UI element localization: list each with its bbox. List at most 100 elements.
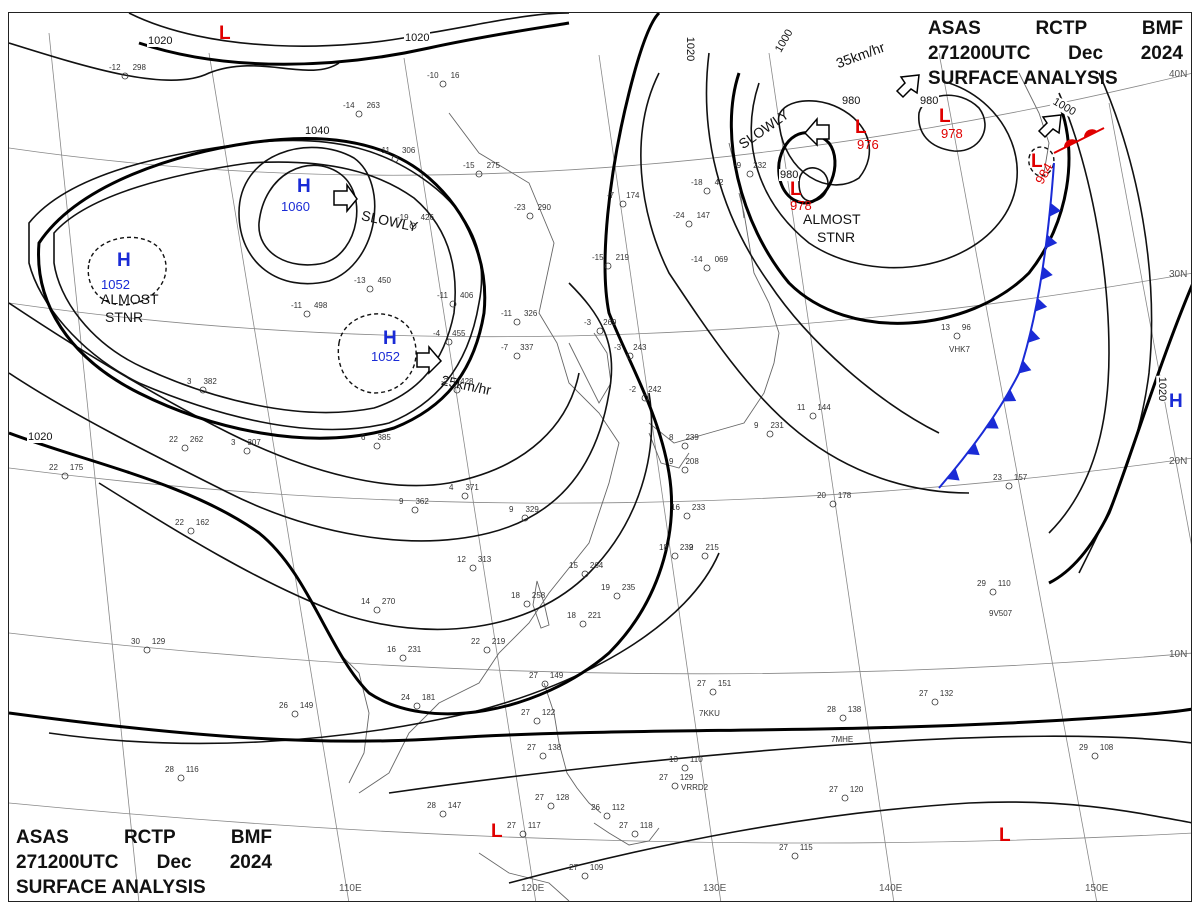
station-plot: -7 337 — [501, 343, 533, 352]
isobar-label: 1020 — [147, 35, 174, 47]
title-agency: ASAS — [928, 18, 981, 39]
station-plot: -14 263 — [343, 101, 380, 110]
station-temperature: 22 — [169, 435, 178, 444]
parallel-10n — [9, 632, 1191, 675]
station-circle — [841, 794, 849, 802]
station-circle — [366, 285, 374, 293]
station-pressure: 151 — [717, 679, 732, 688]
lon-label: 140E — [879, 883, 903, 894]
station-circle — [604, 262, 612, 270]
isobar — [777, 100, 871, 186]
station-temperature: 27 — [569, 863, 578, 872]
station-plot: 26 149 — [279, 701, 313, 710]
station-circle — [181, 444, 189, 452]
station-plot: 3 307 — [231, 438, 261, 447]
station-markers — [61, 72, 1099, 880]
station-pressure: 406 — [459, 291, 474, 300]
station-circle — [931, 698, 939, 706]
high-center-label: H — [1169, 391, 1183, 412]
isobar — [640, 72, 970, 494]
station-temperature: -10 — [427, 71, 439, 80]
station-plot: 29 110 — [977, 579, 1011, 588]
station-temperature: 22 — [175, 518, 184, 527]
station-pressure: 263 — [366, 101, 380, 110]
station-circle — [513, 318, 521, 326]
station-pressure: 42 — [714, 178, 724, 187]
station-pressure: 306 — [401, 146, 416, 155]
station-plot: -3 243 — [614, 343, 646, 352]
station-circle — [681, 442, 689, 450]
meridian-120e — [403, 57, 537, 901]
station-circle — [526, 212, 534, 220]
station-pressure: 329 — [525, 505, 539, 514]
station-plot: 9 208 — [669, 457, 699, 466]
station-plot: 22 219 — [471, 637, 505, 646]
station-pressure: 298 — [132, 63, 146, 72]
station-circle — [523, 600, 531, 608]
station-pressure: 428 — [460, 377, 474, 386]
station-temperature: 27 — [535, 793, 544, 802]
coast-korea — [568, 332, 612, 404]
high-center-pressure: 1052 — [371, 349, 400, 364]
station-plot: 27 129 — [659, 773, 693, 782]
station-temperature: 4 — [449, 483, 454, 492]
station-pressure: 110 — [997, 579, 1011, 588]
station-pressure: 307 — [247, 438, 261, 447]
station-temperature: 27 — [919, 689, 928, 698]
station-temperature: 18 — [511, 591, 520, 600]
station-circle — [439, 810, 447, 818]
station-circle — [703, 264, 711, 272]
station-pressure: 455 — [452, 329, 466, 338]
meridian-160e — [1108, 102, 1191, 545]
meridian-130e — [598, 54, 722, 901]
station-circle — [581, 570, 589, 578]
station-circle — [953, 332, 961, 340]
station-plot: -14 069 — [691, 255, 728, 264]
coast-taiwan — [532, 580, 550, 629]
isobar — [508, 801, 1191, 884]
station-circle — [626, 352, 634, 360]
station-plot: 9 215 — [689, 543, 719, 552]
coast-japan — [648, 192, 780, 444]
station-circle — [671, 552, 679, 560]
cold-front-pip — [985, 416, 999, 429]
station-temperature: 27 — [527, 743, 536, 752]
coast-luzon — [543, 682, 602, 814]
station-pressure: 149 — [299, 701, 314, 710]
station-plot: -13 450 — [354, 276, 391, 285]
station-temperature: -2 — [629, 385, 637, 394]
isobar-1020-west — [9, 13, 673, 716]
isobar-label: 1020 — [684, 35, 697, 63]
low-center-label: L — [219, 23, 231, 44]
station-circle — [399, 654, 407, 662]
title-code: BMF — [230, 827, 272, 848]
station-pressure: 069 — [714, 255, 728, 264]
station-plot: 22 175 — [49, 463, 83, 472]
station-temperature: 27 — [779, 843, 788, 852]
station-circle — [143, 646, 151, 654]
station-temperature: 29 — [977, 579, 986, 588]
station-pressure: 269 — [603, 318, 617, 327]
station-temperature: 27 — [619, 821, 628, 830]
station-temperature: 28 — [165, 765, 174, 774]
station-pressure: 242 — [648, 385, 662, 394]
station-plot: 27 122 — [521, 708, 555, 717]
station-circle — [513, 352, 521, 360]
isobars-dashed — [87, 146, 1055, 394]
station-pressure: 264 — [589, 561, 604, 570]
station-plot: -2 242 — [629, 385, 661, 394]
station-circle — [199, 386, 207, 394]
title-station: RCTP — [1035, 18, 1088, 39]
station-plot: 3 382 — [187, 377, 217, 386]
coastlines — [338, 72, 1050, 901]
station-pressure: 122 — [541, 708, 556, 717]
station-plot: 29 108 — [1079, 743, 1113, 752]
station-plot: 27 149 — [529, 671, 563, 680]
station-circle — [475, 170, 483, 178]
station-temperature: 20 — [817, 491, 826, 500]
station-temperature: 6 — [361, 433, 366, 442]
station-plot: -15 275 — [463, 161, 500, 170]
isobar — [98, 392, 653, 631]
station-temperature: 16 — [387, 645, 396, 654]
